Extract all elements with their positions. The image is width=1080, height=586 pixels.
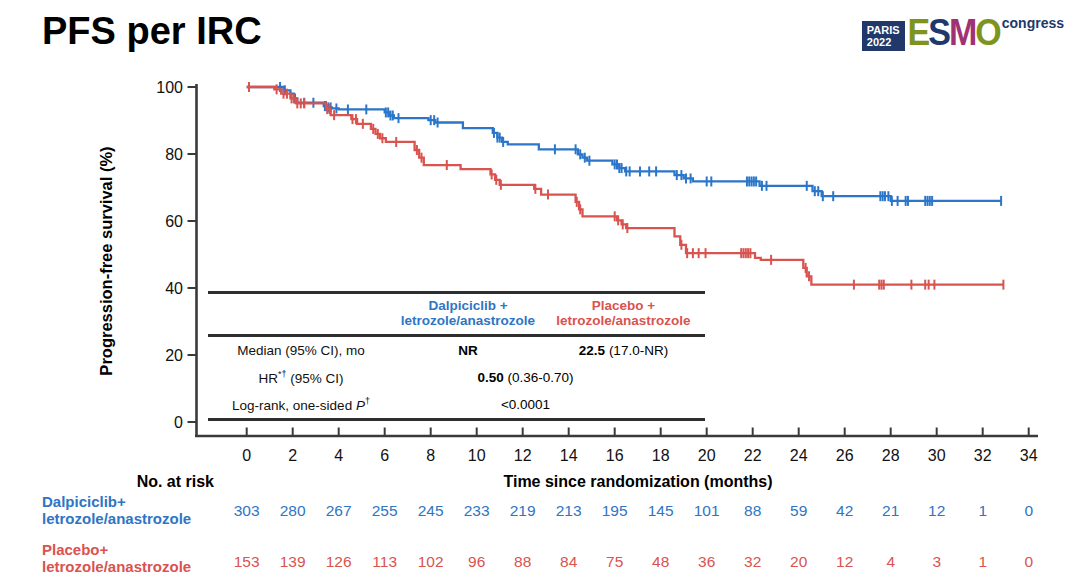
risk-count: 267 [326, 502, 352, 520]
stats-value: NR [394, 343, 542, 358]
risk-count: 12 [836, 553, 853, 571]
risk-count: 21 [882, 502, 899, 520]
risk-count: 75 [606, 553, 623, 571]
risk-count: 59 [790, 502, 807, 520]
risk-count: 88 [744, 502, 761, 520]
km-curve [247, 87, 1001, 201]
slide: PFS per IRC PARIS 2022 ESMO congress 020… [0, 0, 1080, 586]
y-axis-title: Progression-free survival (%) [97, 91, 117, 431]
stats-table: Dalpiciclib +letrozole/anastrozolePlaceb… [208, 291, 705, 421]
x-tick-label: 16 [606, 447, 624, 464]
risk-count: 1 [978, 553, 987, 571]
risk-count: 101 [694, 502, 720, 520]
y-tick-label: 0 [174, 414, 183, 431]
stats-value: 0.50 (0.36-0.70) [394, 370, 705, 385]
risk-count: 96 [468, 553, 485, 571]
stats-row: Median (95% CI), moNR22.5 (17.0-NR) [208, 337, 705, 364]
stats-row: HR*† (95% CI)0.50 (0.36-0.70) [208, 364, 705, 391]
x-tick-label: 10 [468, 447, 486, 464]
x-tick-label: 26 [836, 447, 854, 464]
risk-count: 303 [234, 502, 260, 520]
risk-count: 3 [932, 553, 941, 571]
x-tick-label: 2 [288, 447, 297, 464]
risk-count: 245 [418, 502, 444, 520]
risk-count: 219 [510, 502, 536, 520]
y-tick-label: 20 [165, 347, 183, 364]
risk-count-row: 303 280 267 255 245 233 219 213 195 145 101 88 59 42 2… [0, 502, 1080, 522]
risk-count: 0 [1024, 502, 1033, 520]
stats-header-blank [208, 299, 394, 328]
risk-count-row: 153 139 126 113 102 96 88 84 75 48 36 32 20 12 4 3 1 0 [0, 553, 1080, 573]
risk-count: 126 [326, 553, 352, 571]
x-tick-label: 14 [560, 447, 578, 464]
x-tick-label: 24 [790, 447, 808, 464]
risk-count: 255 [372, 502, 398, 520]
x-tick-label: 22 [744, 447, 762, 464]
risk-count: 113 [372, 553, 397, 571]
x-tick-label: 32 [974, 447, 992, 464]
stats-value: <0.0001 [394, 397, 705, 412]
x-tick-label: 34 [1020, 447, 1038, 464]
risk-count: 0 [1024, 553, 1033, 571]
stats-row-label: HR*† (95% CI) [208, 369, 394, 386]
y-tick-label: 80 [165, 146, 183, 163]
stats-header-arm: Placebo +letrozole/anastrozole [542, 299, 705, 328]
risk-count: 12 [928, 502, 945, 520]
x-axis-title: Time since randomization (months) [247, 473, 1029, 491]
x-tick-label: 30 [928, 447, 946, 464]
stats-table-header: Dalpiciclib +letrozole/anastrozolePlaceb… [208, 294, 705, 337]
risk-count: 139 [280, 553, 306, 571]
y-tick-label: 100 [156, 79, 183, 96]
risk-count: 84 [560, 553, 577, 571]
risk-count: 36 [698, 553, 715, 571]
risk-count: 1 [978, 502, 987, 520]
risk-count: 48 [652, 553, 669, 571]
risk-count: 88 [514, 553, 531, 571]
x-tick-label: 18 [652, 447, 670, 464]
stats-row: Log-rank, one-sided P†<0.0001 [208, 391, 705, 418]
stats-value: 22.5 (17.0-NR) [542, 343, 705, 358]
no-at-risk-label: No. at risk [0, 473, 214, 491]
x-tick-label: 0 [242, 447, 251, 464]
risk-count: 145 [648, 502, 674, 520]
risk-count: 195 [602, 502, 628, 520]
stats-row-label: Log-rank, one-sided P† [208, 396, 394, 413]
stats-row-label: Median (95% CI), mo [208, 343, 394, 358]
x-tick-label: 8 [426, 447, 435, 464]
risk-count: 233 [464, 502, 490, 520]
x-tick-label: 20 [698, 447, 716, 464]
x-tick-label: 4 [334, 447, 343, 464]
risk-count: 32 [744, 553, 761, 571]
x-tick-label: 12 [514, 447, 532, 464]
km-curve [247, 87, 1004, 285]
stats-header-arm: Dalpiciclib +letrozole/anastrozole [394, 299, 542, 328]
risk-count: 153 [234, 553, 260, 571]
x-tick-label: 6 [380, 447, 389, 464]
risk-count: 42 [836, 502, 853, 520]
risk-count: 213 [556, 502, 582, 520]
risk-count: 280 [280, 502, 306, 520]
risk-count: 4 [886, 553, 895, 571]
x-tick-label: 28 [882, 447, 900, 464]
risk-count: 102 [418, 553, 444, 571]
y-tick-label: 60 [165, 213, 183, 230]
risk-count: 20 [790, 553, 807, 571]
y-tick-label: 40 [165, 280, 183, 297]
